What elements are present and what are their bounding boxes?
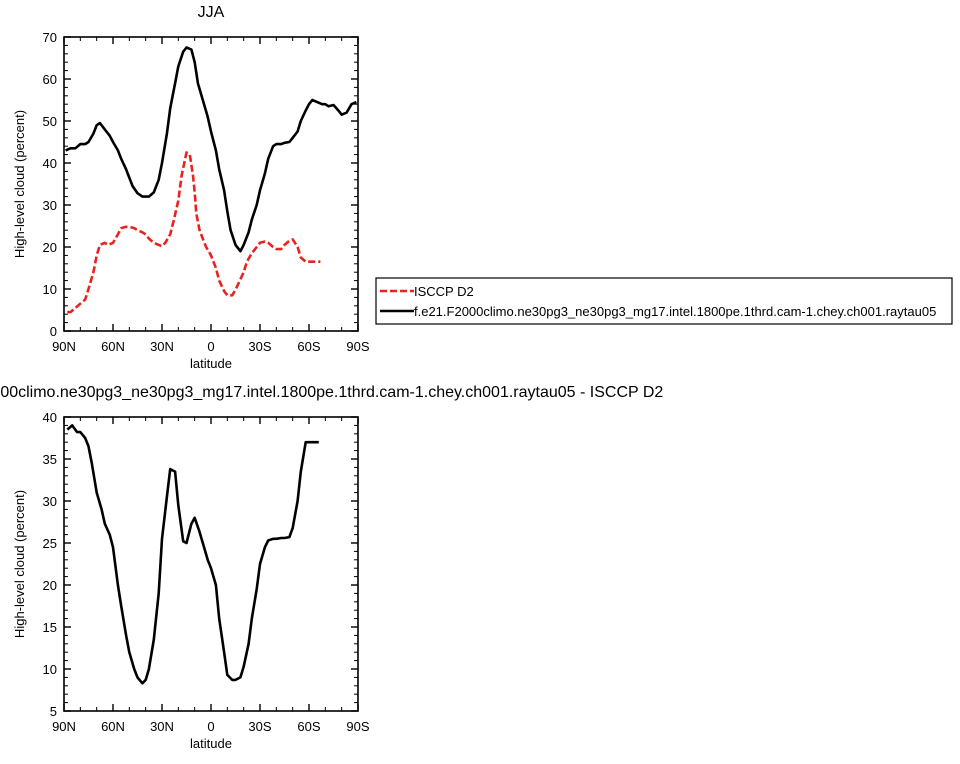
y-tick-label: 50 bbox=[43, 114, 57, 129]
legend-label-1: ISCCP D2 bbox=[414, 284, 474, 299]
series-line-1 bbox=[66, 424, 319, 685]
y-tick-label: 15 bbox=[43, 620, 57, 635]
y-tick-label: 30 bbox=[43, 494, 57, 509]
y-tick-label: 40 bbox=[43, 156, 57, 171]
series-line-2 bbox=[65, 46, 357, 253]
y-tick-label: 10 bbox=[43, 282, 57, 297]
chart-2: f.e21.F2000climo.ne30pg3_ne30pg3_mg17.in… bbox=[0, 384, 663, 751]
plot-frame bbox=[63, 36, 359, 332]
y-tick-label: 5 bbox=[50, 704, 57, 719]
x-tick-label: 60N bbox=[101, 719, 125, 734]
x-tick-label: 0 bbox=[207, 719, 214, 734]
x-tick-label: 0 bbox=[207, 339, 214, 354]
x-tick-label: 60S bbox=[297, 339, 320, 354]
y-tick-label: 20 bbox=[43, 578, 57, 593]
x-tick-label: 30N bbox=[150, 339, 174, 354]
x-tick-label: 30S bbox=[248, 719, 271, 734]
chart-title: f.e21.F2000climo.ne30pg3_ne30pg3_mg17.in… bbox=[0, 384, 663, 401]
y-tick-label: 70 bbox=[43, 30, 57, 45]
y-tick-label: 40 bbox=[43, 410, 57, 425]
legend-label-2: f.e21.F2000climo.ne30pg3_ne30pg3_mg17.in… bbox=[414, 304, 936, 319]
x-axis-label: latitude bbox=[190, 736, 232, 751]
legend: ISCCP D2 f.e21.F2000climo.ne30pg3_ne30pg3… bbox=[375, 277, 953, 325]
y-tick-label: 10 bbox=[43, 662, 57, 677]
x-tick-label: 90S bbox=[346, 719, 369, 734]
plot-frame bbox=[63, 416, 359, 712]
x-tick-label: 60S bbox=[297, 719, 320, 734]
x-tick-label: 90N bbox=[52, 339, 76, 354]
y-axis-label: High-level cloud (percent) bbox=[12, 110, 27, 258]
x-axis-label: latitude bbox=[190, 356, 232, 371]
chart-1: JJA 90N 60N 30N 0 30S 60S 90S 0 10 20 30 40 50 60 70 lat… bbox=[12, 4, 953, 371]
legend-box bbox=[375, 277, 953, 325]
y-tick-label: 25 bbox=[43, 536, 57, 551]
x-tick-label: 30S bbox=[248, 339, 271, 354]
x-tick-label: 30N bbox=[150, 719, 174, 734]
x-tick-label: 90S bbox=[346, 339, 369, 354]
x-tick-label: 60N bbox=[101, 339, 125, 354]
y-axis-label: High-level cloud (percent) bbox=[12, 490, 27, 638]
y-tick-label: 35 bbox=[43, 452, 57, 467]
chart-title: JJA bbox=[198, 4, 225, 21]
x-tick-label: 90N bbox=[52, 719, 76, 734]
series-line-1 bbox=[67, 151, 321, 314]
y-tick-label: 30 bbox=[43, 198, 57, 213]
y-tick-label: 60 bbox=[43, 72, 57, 87]
y-tick-label: 20 bbox=[43, 240, 57, 255]
y-tick-label: 0 bbox=[50, 324, 57, 339]
